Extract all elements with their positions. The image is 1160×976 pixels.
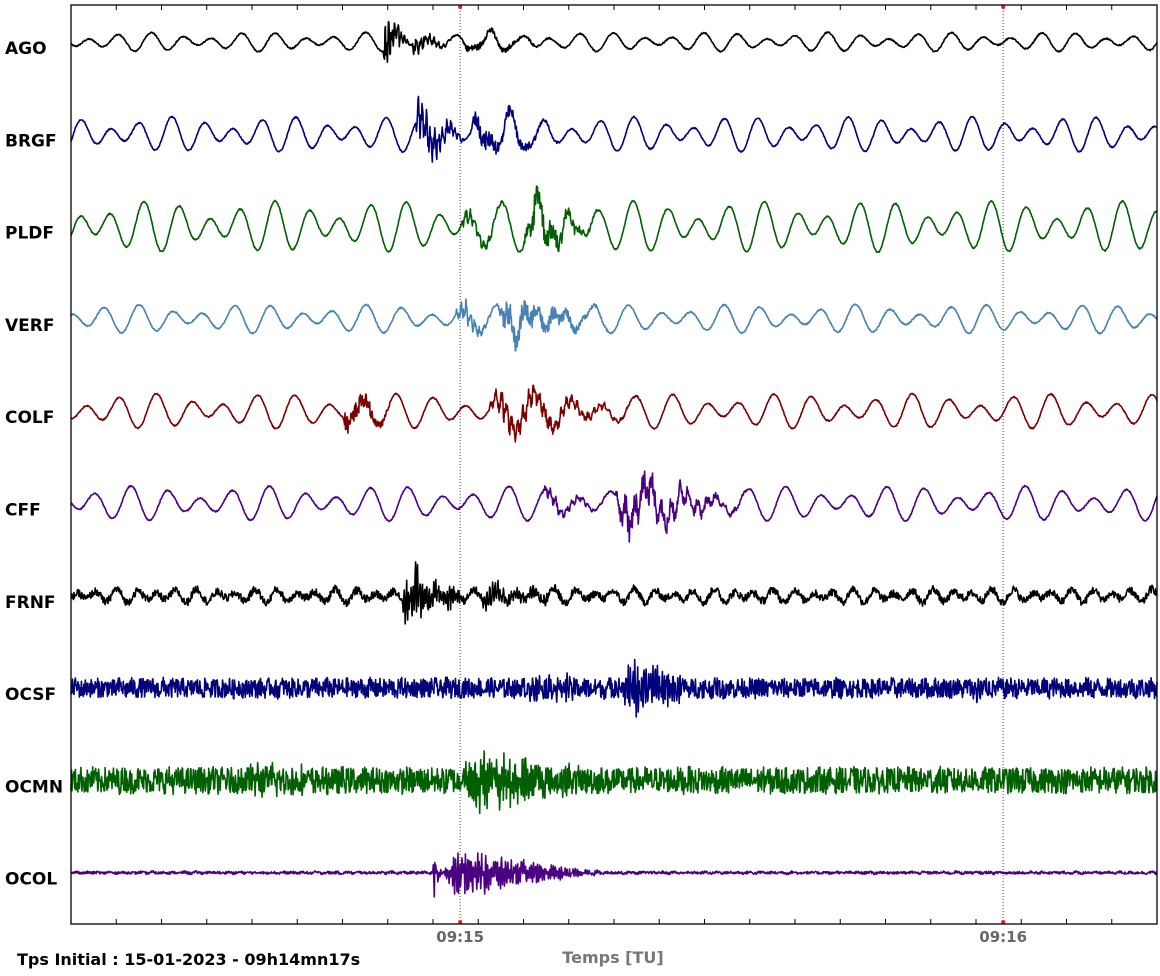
station-label-brgf: BRGF xyxy=(5,131,57,151)
station-label-ocol: OCOL xyxy=(5,870,57,890)
trace-ocsf xyxy=(70,658,1158,718)
station-label-ocmn: OCMN xyxy=(5,777,63,797)
station-label-ocsf: OCSF xyxy=(5,685,56,705)
station-labels: AGO BRGF PLDF VERF COLF CFF FRNF OCSF OCMN OCOL xyxy=(5,39,63,890)
x-tick-label: 09:15 xyxy=(436,928,484,946)
trace-brgf xyxy=(70,95,1158,163)
trace-cff xyxy=(70,470,1158,543)
station-label-cff: CFF xyxy=(5,501,41,521)
trace-frnf xyxy=(70,561,1158,625)
tick-marker-top-0 xyxy=(458,5,463,9)
tick-marker-bottom-0 xyxy=(458,920,463,924)
station-label-ago: AGO xyxy=(5,39,47,59)
station-label-colf: COLF xyxy=(5,408,54,428)
trace-colf xyxy=(70,384,1158,443)
station-label-frnf: FRNF xyxy=(5,593,56,613)
seismic-traces xyxy=(70,20,1158,898)
trace-ocmn xyxy=(70,750,1158,815)
trace-verf xyxy=(70,298,1158,352)
station-label-verf: VERF xyxy=(5,316,54,336)
trace-ocol xyxy=(70,852,1158,898)
trace-ago xyxy=(70,20,1158,64)
x-tick-label: 09:16 xyxy=(979,928,1027,946)
station-label-pldf: PLDF xyxy=(5,224,54,244)
trace-pldf xyxy=(70,185,1158,253)
x-axis-ticks: 09:15 09:16 xyxy=(70,5,1158,946)
x-axis-label: Temps [TU] xyxy=(562,948,663,967)
tick-marker-bottom-1 xyxy=(1001,920,1006,924)
tick-marker-top-1 xyxy=(1001,5,1006,9)
start-time-label: Tps Initial : 15-01-2023 - 09h14mn17s xyxy=(17,950,361,969)
